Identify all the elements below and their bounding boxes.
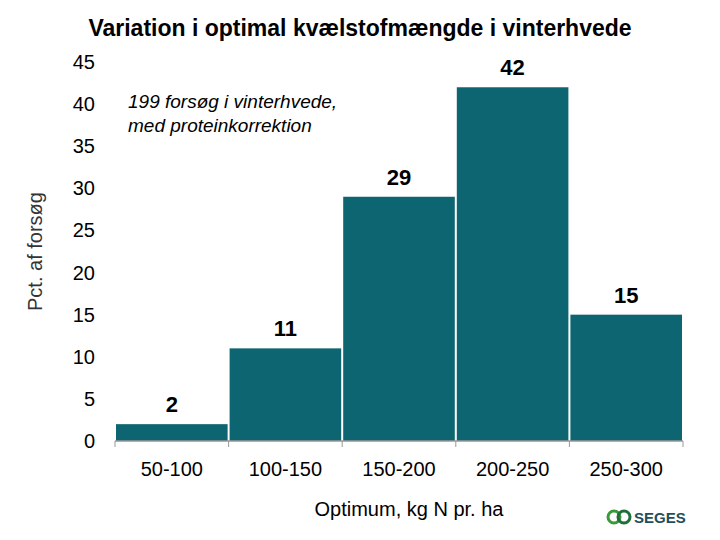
y-tick bbox=[111, 314, 115, 315]
y-tick bbox=[111, 272, 115, 273]
x-tick-label: 150-200 bbox=[362, 458, 435, 480]
x-tick bbox=[683, 441, 684, 447]
x-tick bbox=[342, 441, 343, 447]
y-tick bbox=[111, 146, 115, 147]
data-label: 15 bbox=[614, 283, 638, 308]
bar bbox=[457, 87, 569, 441]
data-label: 2 bbox=[166, 392, 178, 417]
x-axis-title: Optimum, kg N pr. ha bbox=[315, 498, 505, 520]
y-tick-label: 40 bbox=[73, 93, 95, 115]
y-tick bbox=[111, 441, 115, 442]
y-tick-label: 5 bbox=[84, 388, 95, 410]
logo-text: SEGES bbox=[634, 509, 686, 526]
x-tick-label: 100-150 bbox=[249, 458, 322, 480]
y-axis-title: Pct. af forsøg bbox=[24, 192, 46, 311]
data-label: 42 bbox=[500, 55, 524, 80]
logo-ring bbox=[618, 511, 630, 523]
y-tick bbox=[111, 62, 115, 63]
y-tick-label: 45 bbox=[73, 51, 95, 73]
bar bbox=[230, 348, 342, 441]
y-tick bbox=[111, 188, 115, 189]
x-tick bbox=[455, 441, 456, 447]
bars bbox=[116, 87, 682, 441]
data-label: 11 bbox=[274, 316, 297, 341]
y-tick bbox=[111, 230, 115, 231]
x-axis-line bbox=[115, 440, 683, 442]
y-tick-label: 15 bbox=[73, 304, 95, 326]
y-tick-label: 10 bbox=[73, 346, 95, 368]
y-tick bbox=[111, 398, 115, 399]
x-tick bbox=[115, 441, 116, 447]
x-tick-label: 50-100 bbox=[141, 458, 203, 480]
y-tick bbox=[111, 104, 115, 105]
y-tick-label: 20 bbox=[73, 262, 95, 284]
y-tick-label: 35 bbox=[73, 135, 95, 157]
x-tick-label: 200-250 bbox=[476, 458, 549, 480]
x-tick-label: 250-300 bbox=[589, 458, 662, 480]
bar bbox=[116, 424, 228, 441]
title: Variation i optimal kvælstofmængde i vin… bbox=[88, 15, 631, 41]
y-tick-label: 25 bbox=[73, 219, 95, 241]
x-tick bbox=[569, 441, 570, 447]
bar bbox=[570, 315, 682, 441]
y-tick-label: 0 bbox=[84, 430, 95, 452]
chart: Variation i optimal kvælstofmængde i vin… bbox=[0, 0, 720, 540]
data-label: 29 bbox=[387, 165, 411, 190]
chart-container: Variation i optimal kvælstofmængde i vin… bbox=[0, 0, 720, 540]
logo: SEGES bbox=[608, 509, 686, 526]
y-ticks: 0 5 10 15 20 25 30 35 40 45 bbox=[73, 51, 115, 452]
y-tick-label: 30 bbox=[73, 177, 95, 199]
bar bbox=[343, 197, 455, 441]
x-tick bbox=[228, 441, 229, 447]
annotation: med proteinkorrektion bbox=[128, 115, 312, 136]
annotation: 199 forsøg i vinterhvede, bbox=[128, 91, 337, 112]
y-tick bbox=[111, 356, 115, 357]
